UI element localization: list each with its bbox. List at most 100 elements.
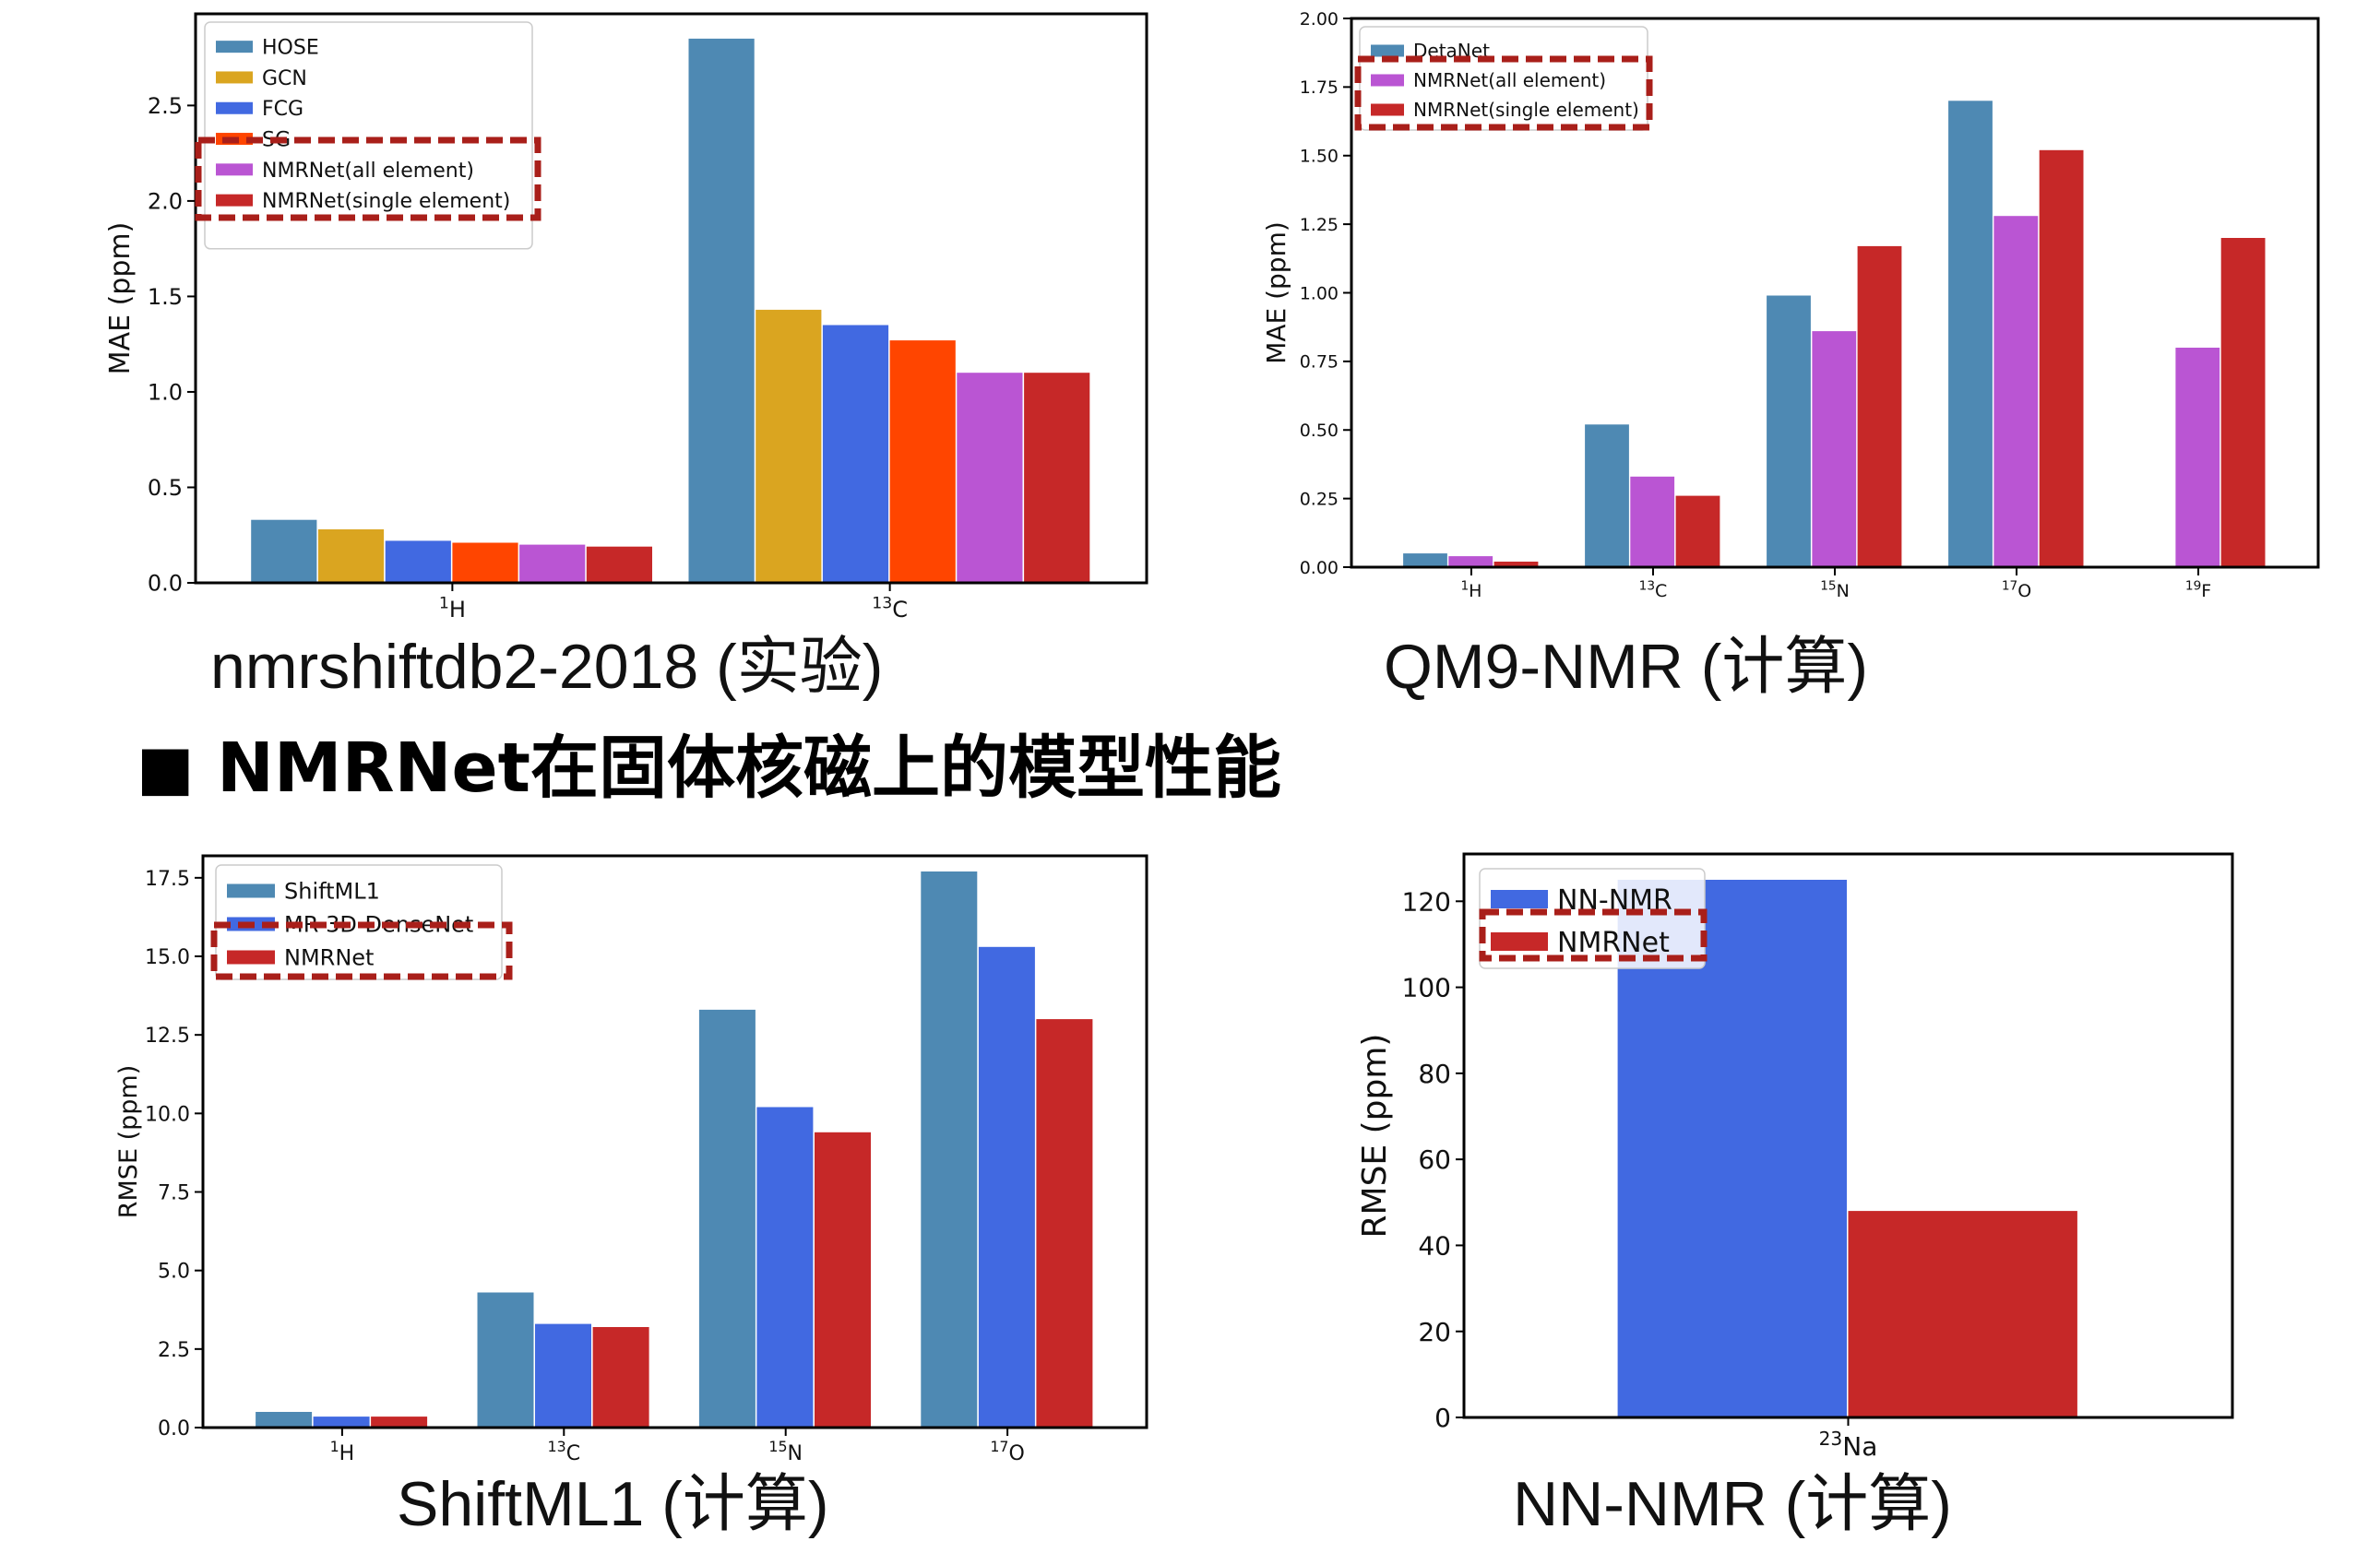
bar-shiftml-mr-3d-densenet-c — [535, 1323, 591, 1428]
bar-nnnmr-nn-nmr-na — [1617, 880, 1847, 1417]
xtick-base: O — [1009, 1442, 1025, 1465]
legend-label: NMRNet — [284, 945, 374, 971]
ytick-label: 15.0 — [145, 946, 190, 969]
bar-qm9-nmrnet-all-element--c — [1630, 476, 1675, 567]
legend-label: NMRNet(single element) — [262, 190, 510, 213]
ytick-label: 80 — [1418, 1059, 1451, 1089]
bar-qm9-detanet-n — [1767, 295, 1811, 567]
bar-nmrshiftdb-fcg-h — [385, 540, 451, 583]
xtick-sup: 17 — [990, 1438, 1008, 1455]
ylabel-qm9: MAE (ppm) — [1261, 221, 1291, 364]
section-heading: NMRNet在固体核磁上的模型性能 — [217, 729, 1281, 808]
bar-qm9-nmrnet-all-element--h — [1448, 556, 1493, 567]
xtick-base: C — [1655, 581, 1667, 601]
bar-qm9-nmrnet-single-element--c — [1675, 495, 1720, 567]
xtick-base: H — [1469, 581, 1482, 601]
legend-swatch — [216, 163, 253, 176]
bar-nmrshiftdb-sg-c — [889, 340, 956, 583]
ytick-label: 5.0 — [158, 1261, 190, 1284]
legend-swatch — [1371, 74, 1404, 87]
legend-label: FCG — [262, 98, 303, 121]
bar-nmrshiftdb-nmrnet-single-element--h — [586, 546, 652, 583]
xtick-base: C — [566, 1442, 580, 1465]
xtick-label: 1H — [439, 594, 466, 622]
legend-swatch — [1491, 932, 1548, 951]
ytick-label: 1.50 — [1300, 147, 1339, 167]
bar-qm9-nmrnet-single-element--h — [1493, 562, 1539, 567]
xtick-sup: 19 — [2185, 578, 2201, 593]
legend-swatch — [1371, 103, 1404, 116]
xtick-label: 17O — [990, 1438, 1024, 1465]
xtick-sup: 23 — [1819, 1428, 1843, 1450]
xtick-base: N — [1837, 581, 1850, 601]
xtick-label: 19F — [2185, 578, 2211, 601]
xtick-base: H — [449, 597, 466, 622]
xtick-base: O — [2017, 581, 2031, 601]
xtick-label: 13C — [1639, 578, 1668, 601]
xtick-label: 1H — [330, 1438, 355, 1465]
ytick-label: 100 — [1402, 973, 1451, 1003]
highlight-box-shiftml — [210, 921, 513, 980]
legend-swatch — [216, 71, 253, 84]
bar-nmrshiftdb-hose-h — [251, 519, 317, 583]
bar-qm9-nmrnet-single-element--f — [2220, 238, 2266, 567]
ytick-label: 12.5 — [145, 1025, 190, 1048]
bar-shiftml-nmrnet-c — [592, 1327, 649, 1428]
ylabel-shiftml: RMSE (ppm) — [114, 1065, 143, 1218]
ytick-label: 17.5 — [145, 868, 190, 891]
legend-label: NMRNet — [1557, 927, 1670, 959]
xtick-label: 15N — [1820, 578, 1850, 601]
bar-shiftml-nmrnet-h — [371, 1417, 428, 1428]
ytick-label: 2.0 — [148, 189, 183, 215]
xtick-sup: 17 — [2002, 578, 2017, 593]
legend-swatch — [1491, 890, 1548, 908]
bar-qm9-detanet-o — [1948, 101, 1993, 568]
xtick-sup: 15 — [768, 1438, 787, 1455]
ytick-label: 0.0 — [148, 571, 183, 597]
bar-nmrshiftdb-nmrnet-single-element--c — [1024, 373, 1090, 583]
caption-nnnmr: NN-NMR (计算) — [1513, 1469, 1952, 1539]
bar-nmrshiftdb-gcn-c — [756, 309, 822, 583]
xtick-sup: 13 — [872, 594, 892, 612]
ytick-label: 1.00 — [1300, 283, 1339, 303]
xtick-sup: 13 — [1639, 578, 1655, 593]
bar-qm9-nmrnet-all-element--n — [1812, 331, 1857, 567]
bar-shiftml-nmrnet-n — [815, 1132, 871, 1428]
legend-box-nmrshiftdb — [204, 21, 533, 250]
ytick-label: 0.75 — [1300, 352, 1339, 373]
highlight-box-nnnmr — [1479, 908, 1708, 962]
bar-nmrshiftdb-gcn-h — [317, 529, 385, 583]
xtick-label: 13C — [548, 1438, 581, 1465]
bar-nnnmr-nmrnet-na — [1848, 1211, 2077, 1417]
legend-label: NMRNet(all element) — [1413, 69, 1606, 91]
bar-qm9-nmrnet-all-element--o — [1993, 216, 2039, 567]
ytick-label: 7.5 — [158, 1181, 190, 1204]
bar-shiftml-mr-3d-densenet-o — [978, 946, 1035, 1428]
bar-qm9-detanet-c — [1585, 424, 1629, 567]
ytick-label: 40 — [1418, 1231, 1451, 1262]
bar-qm9-nmrnet-single-element--o — [2039, 149, 2084, 568]
caption-shiftml: ShiftML1 (计算) — [397, 1469, 829, 1539]
xtick-base: F — [2201, 581, 2211, 601]
bar-nmrshiftdb-fcg-c — [822, 325, 889, 583]
ytick-label: 2.5 — [158, 1339, 190, 1362]
legend-swatch — [227, 950, 275, 965]
caption-nmrshiftdb: nmrshiftdb2-2018 (实验) — [210, 632, 883, 702]
ytick-label: 10.0 — [145, 1103, 190, 1126]
bar-shiftml-shiftml1-c — [477, 1292, 534, 1428]
ytick-label: 2.00 — [1300, 9, 1339, 30]
xtick-label: 1H — [1460, 578, 1482, 601]
ylabel-nmrshiftdb: MAE (ppm) — [104, 222, 137, 375]
ytick-label: 0.25 — [1300, 489, 1339, 509]
ytick-label: 60 — [1418, 1144, 1451, 1175]
xtick-label: 23Na — [1819, 1428, 1878, 1462]
bar-nmrshiftdb-nmrnet-all-element--c — [957, 373, 1023, 583]
ytick-label: 120 — [1402, 886, 1451, 917]
caption-qm9: QM9-NMR (计算) — [1384, 632, 1868, 702]
bar-shiftml-shiftml1-n — [698, 1009, 756, 1428]
xtick-base: C — [892, 597, 908, 622]
chart-panel-qm9: 0.00 0.25 0.50 0.75 1.00 1.25 1.50 1.75 2.00 1H 13… — [1261, 9, 2320, 601]
bar-shiftml-mr-3d-densenet-n — [756, 1107, 814, 1428]
